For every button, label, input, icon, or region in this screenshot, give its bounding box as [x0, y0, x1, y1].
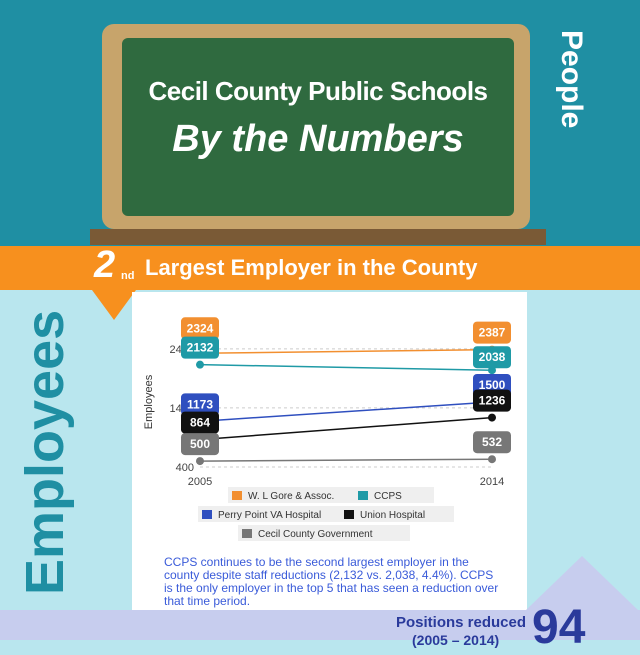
legend-item — [354, 487, 434, 503]
data-label-box — [181, 393, 219, 416]
people-label: People — [555, 30, 588, 129]
y-axis-label: Employees — [143, 374, 155, 429]
legend-swatch — [242, 529, 252, 538]
footer-sublabel: (2005 – 2014) — [412, 632, 500, 648]
rank-suffix: nd — [121, 270, 135, 282]
data-label-box — [181, 433, 219, 456]
data-label-box — [473, 389, 511, 412]
y-tick-label: 400 — [176, 462, 194, 474]
data-label: 2324 — [187, 321, 214, 335]
series-line — [199, 401, 493, 423]
section-label: Employees — [15, 309, 75, 595]
data-label: 1173 — [187, 397, 213, 411]
legend-item — [228, 487, 368, 503]
series-line — [199, 416, 493, 441]
data-label-box — [181, 317, 219, 340]
series-line — [199, 458, 493, 462]
legend-label: CCPS — [374, 491, 402, 502]
data-label: 500 — [190, 437, 210, 451]
legend-swatch — [232, 491, 242, 500]
data-label: 2387 — [479, 326, 506, 340]
legend-item — [198, 506, 352, 522]
legend-swatch — [344, 510, 354, 519]
data-label: 864 — [190, 416, 210, 430]
data-label: 1500 — [479, 378, 506, 392]
data-label: 532 — [482, 435, 502, 449]
banner — [0, 246, 640, 290]
legend-swatch — [358, 491, 368, 500]
data-point — [196, 360, 204, 369]
title-line-2: By the Numbers — [172, 118, 464, 160]
data-point — [488, 455, 496, 464]
banner-text: Largest Employer in the County — [145, 255, 478, 280]
banner-tail — [92, 290, 136, 320]
legend-swatch — [202, 510, 212, 519]
data-label-box — [181, 411, 219, 434]
data-point — [488, 413, 496, 422]
legend-label: Perry Point VA Hospital — [218, 510, 321, 521]
x-tick-label: 2014 — [480, 476, 504, 488]
legend-label: Union Hospital — [360, 510, 425, 521]
employer-line-chart: Employees4001400240020052014232423872132… — [143, 317, 511, 541]
legend-label: W. L Gore & Assoc. — [248, 491, 334, 502]
chart-description: CCPS continues to be the second largest … — [164, 555, 499, 608]
data-label: 2132 — [187, 341, 214, 355]
series-line — [199, 348, 493, 355]
data-label-box — [473, 321, 511, 344]
footer-label: Positions reduced — [396, 614, 527, 631]
footer-bar — [0, 610, 640, 640]
footer-triangle — [526, 556, 638, 610]
legend-item — [238, 525, 410, 541]
series-line — [199, 363, 493, 371]
data-point — [196, 457, 204, 466]
data-label: 1236 — [479, 394, 506, 408]
data-label-box — [473, 431, 511, 454]
x-tick-label: 2005 — [188, 476, 212, 488]
rank-number: 2 — [94, 244, 116, 286]
chalkboard — [122, 38, 514, 216]
chalkboard-ledge — [90, 229, 546, 245]
data-point — [488, 366, 496, 375]
data-label: 2038 — [479, 350, 506, 364]
legend-label: Cecil County Government — [258, 529, 373, 540]
footer-value: 94 — [532, 601, 586, 654]
data-label-box — [181, 336, 219, 359]
title-line-1: Cecil County Public Schools — [148, 76, 489, 106]
legend-item — [340, 506, 454, 522]
data-label-box — [473, 346, 511, 369]
